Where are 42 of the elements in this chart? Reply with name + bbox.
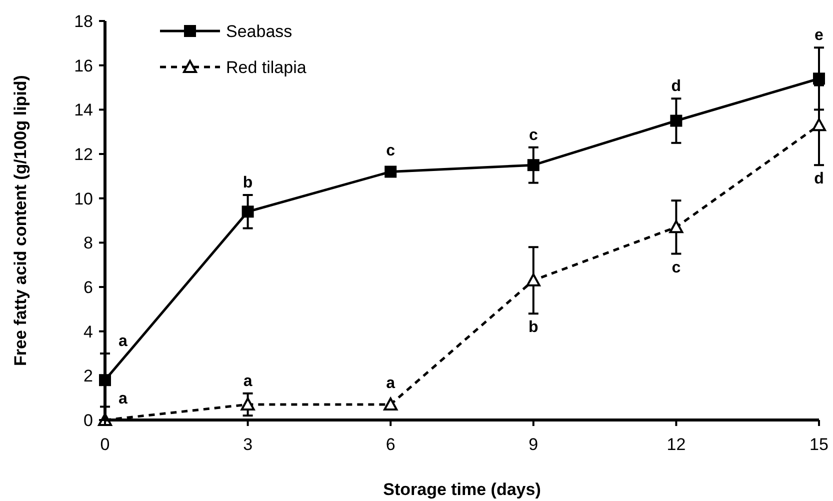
y-tick-label: 16: [74, 56, 93, 76]
x-tick-label: 6: [386, 435, 396, 454]
y-tick-label: 18: [74, 12, 93, 31]
x-axis-title: Storage time (days): [383, 480, 541, 499]
point: [240, 397, 255, 410]
y-tick-label: 12: [74, 144, 93, 164]
y-tick-label: 8: [84, 234, 93, 253]
y-axis-title: Free fatty acid content (g/100g lipid): [11, 75, 30, 366]
annotation: d: [671, 78, 682, 96]
point: [384, 166, 397, 178]
y-tick-label: 14: [74, 100, 93, 120]
annotation: d: [814, 170, 824, 188]
point: [813, 72, 825, 85]
point: [527, 159, 540, 172]
x-tick-label: 15: [810, 435, 828, 454]
point: [384, 397, 398, 410]
y-tick-label: 6: [84, 278, 93, 297]
annotation: a: [118, 390, 128, 408]
point: [669, 220, 684, 234]
annotation: b: [242, 174, 253, 192]
y-tick-label: 2: [84, 366, 93, 386]
annotation: a: [118, 333, 128, 350]
annotation: a: [386, 375, 396, 392]
y-tick-label: 10: [74, 189, 93, 208]
point: [670, 114, 682, 127]
annotation: a: [243, 373, 252, 390]
point: [526, 273, 540, 286]
annotation: c: [528, 126, 538, 144]
annotation: c: [672, 259, 681, 276]
x-tick-label: 3: [243, 435, 253, 454]
x-tick-label: 0: [100, 435, 110, 454]
x-tick-label: 12: [666, 435, 686, 454]
legend-label: Seabass: [226, 22, 292, 41]
annotation: e: [814, 27, 824, 44]
annotation: b: [528, 319, 539, 336]
y-tick-label: 4: [84, 322, 93, 342]
point: [242, 206, 254, 218]
legend-label: Red tilapia: [226, 58, 307, 77]
annotation: c: [386, 142, 396, 160]
point: [812, 118, 826, 132]
x-tick-label: 9: [528, 435, 538, 454]
y-tick-label: 0: [84, 410, 93, 430]
